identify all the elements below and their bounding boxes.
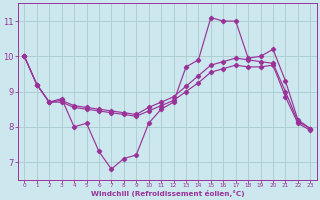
X-axis label: Windchill (Refroidissement éolien,°C): Windchill (Refroidissement éolien,°C) bbox=[91, 190, 244, 197]
